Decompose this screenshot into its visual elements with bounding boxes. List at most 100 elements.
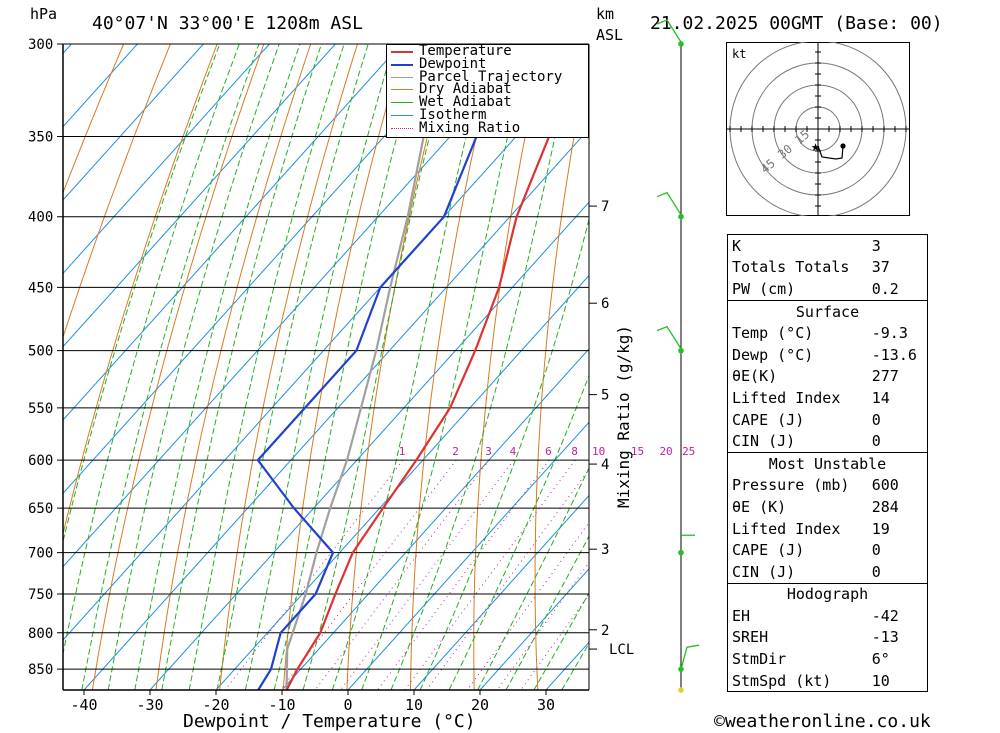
index-label: CAPE (J) bbox=[726, 539, 868, 561]
index-row: CAPE (J) 0 bbox=[726, 408, 928, 431]
x-tick-label: -40 bbox=[70, 696, 97, 714]
index-label: StmDir bbox=[726, 648, 868, 670]
dry-adiabat-line bbox=[410, 44, 499, 690]
index-row: CIN (J) 0 bbox=[726, 430, 928, 453]
index-value: 19 bbox=[867, 517, 928, 540]
k-label: K bbox=[726, 233, 868, 257]
parcel-trajectory-line bbox=[285, 44, 449, 690]
mixing-ratio-label: 25 bbox=[682, 445, 695, 458]
wet-adiabat-line bbox=[273, 44, 423, 690]
x-tick-label: -10 bbox=[268, 696, 295, 714]
wet-adiabat-line bbox=[63, 44, 240, 656]
mixing-ratio-label: 15 bbox=[631, 445, 644, 458]
dry-adiabat-line bbox=[965, 44, 1000, 690]
hodograph-endpoint bbox=[840, 143, 846, 149]
wet-adiabat-line bbox=[134, 44, 301, 690]
x-tick-label: 0 bbox=[343, 696, 352, 714]
km-tick-label: 5 bbox=[601, 388, 609, 404]
km-tick-label: 7 bbox=[601, 199, 609, 215]
mixing-ratio-line bbox=[426, 468, 589, 690]
index-label: θE (K) bbox=[726, 496, 868, 518]
wind-level-dot bbox=[678, 213, 684, 220]
km-tick-label: 3 bbox=[601, 542, 609, 558]
index-value: 600 bbox=[867, 474, 928, 497]
legend-label: Temperature bbox=[419, 43, 512, 59]
legend-swatch bbox=[391, 114, 413, 116]
km-tick-label: 4 bbox=[601, 457, 609, 473]
wet-adiabat-line bbox=[63, 44, 221, 544]
isotherm-line bbox=[347, 421, 589, 690]
index-value: 277 bbox=[867, 365, 928, 388]
pressure-tick-label: 850 bbox=[28, 662, 53, 678]
index-value: -13.6 bbox=[867, 343, 928, 366]
dry-adiabat-line bbox=[219, 44, 358, 690]
index-value: -13 bbox=[867, 626, 928, 649]
pressure-tick-label: 350 bbox=[28, 130, 53, 146]
legend-item: Isotherm bbox=[387, 108, 588, 122]
wind-level-dot bbox=[678, 549, 684, 556]
wet-adiabat-line bbox=[331, 44, 490, 690]
index-label: CIN (J) bbox=[726, 560, 868, 583]
mixing-ratio-label: 2 bbox=[452, 445, 459, 458]
index-row: CIN (J) 0 bbox=[726, 560, 928, 583]
index-label: CAPE (J) bbox=[726, 408, 868, 431]
legend-swatch bbox=[391, 89, 413, 91]
index-label: EH bbox=[726, 605, 868, 627]
dry-adiabat-line bbox=[63, 44, 171, 339]
isotherm-line bbox=[63, 44, 204, 201]
x-tick-label: 10 bbox=[405, 696, 423, 714]
legend-label: Wet Adiabat bbox=[419, 94, 512, 111]
mixing-ratio-line bbox=[496, 561, 589, 690]
surface-title: Surface bbox=[727, 300, 928, 323]
dry-adiabat-line bbox=[63, 44, 218, 536]
wind-level-dot bbox=[678, 41, 684, 47]
pressure-tick-label: 550 bbox=[28, 401, 53, 417]
legend-item: Parcel Trajectory bbox=[387, 70, 588, 84]
index-label: SREH bbox=[726, 626, 868, 649]
isotherm-line bbox=[479, 568, 589, 690]
tt-label: Totals Totals bbox=[726, 256, 868, 279]
mixing-ratio-label: 4 bbox=[510, 445, 517, 458]
index-row: θE(K) 277 bbox=[726, 365, 928, 388]
index-row: CAPE (J) 0 bbox=[726, 539, 928, 561]
isotherm-line bbox=[63, 44, 534, 568]
asl-unit-label: ASL bbox=[596, 26, 624, 44]
wet-adiabat-line bbox=[216, 44, 369, 690]
dry-adiabat-line bbox=[155, 44, 312, 690]
isotherm-line bbox=[63, 54, 589, 641]
station-location: 40°07'N 33°00'E 1208m ASL bbox=[92, 13, 363, 34]
mixing-ratio-line bbox=[340, 459, 514, 690]
pressure-tick-label: 500 bbox=[28, 344, 53, 360]
isotherm-line bbox=[83, 128, 589, 690]
index-value: 0 bbox=[867, 408, 928, 431]
legend-label: Dry Adiabat bbox=[419, 81, 512, 98]
temperature-line bbox=[285, 90, 589, 690]
wind-barb bbox=[680, 644, 700, 670]
dry-adiabat-line bbox=[346, 44, 452, 690]
legend-swatch bbox=[391, 51, 413, 53]
most-unstable-title: Most Unstable bbox=[727, 451, 928, 475]
index-row: Temp (°C) -9.3 bbox=[726, 322, 928, 344]
index-value: 0 bbox=[867, 539, 928, 561]
storm-motion-star: ★ bbox=[811, 137, 820, 155]
dry-adiabat-line bbox=[91, 44, 265, 690]
x-axis-title: Dewpoint / Temperature (°C) bbox=[183, 711, 476, 732]
pressure-tick-label: 650 bbox=[28, 501, 53, 517]
index-label: Pressure (mb) bbox=[726, 474, 868, 497]
wind-barb bbox=[656, 191, 682, 216]
wet-adiabat-line bbox=[161, 44, 322, 690]
index-label: Lifted Index bbox=[726, 387, 868, 409]
index-value: 10 bbox=[867, 669, 928, 693]
isotherm-line bbox=[63, 44, 270, 275]
mixing-ratio-line bbox=[466, 521, 589, 690]
mixing-ratio-line bbox=[520, 593, 589, 690]
km-tick-label: 2 bbox=[601, 623, 609, 639]
index-value: 284 bbox=[867, 496, 928, 518]
index-label: Lifted Index bbox=[726, 517, 868, 540]
k-value: 3 bbox=[867, 233, 928, 257]
dry-adiabat-line bbox=[473, 44, 546, 690]
index-label: Dewp (°C) bbox=[726, 343, 868, 366]
legend-item: Dry Adiabat bbox=[387, 81, 588, 98]
